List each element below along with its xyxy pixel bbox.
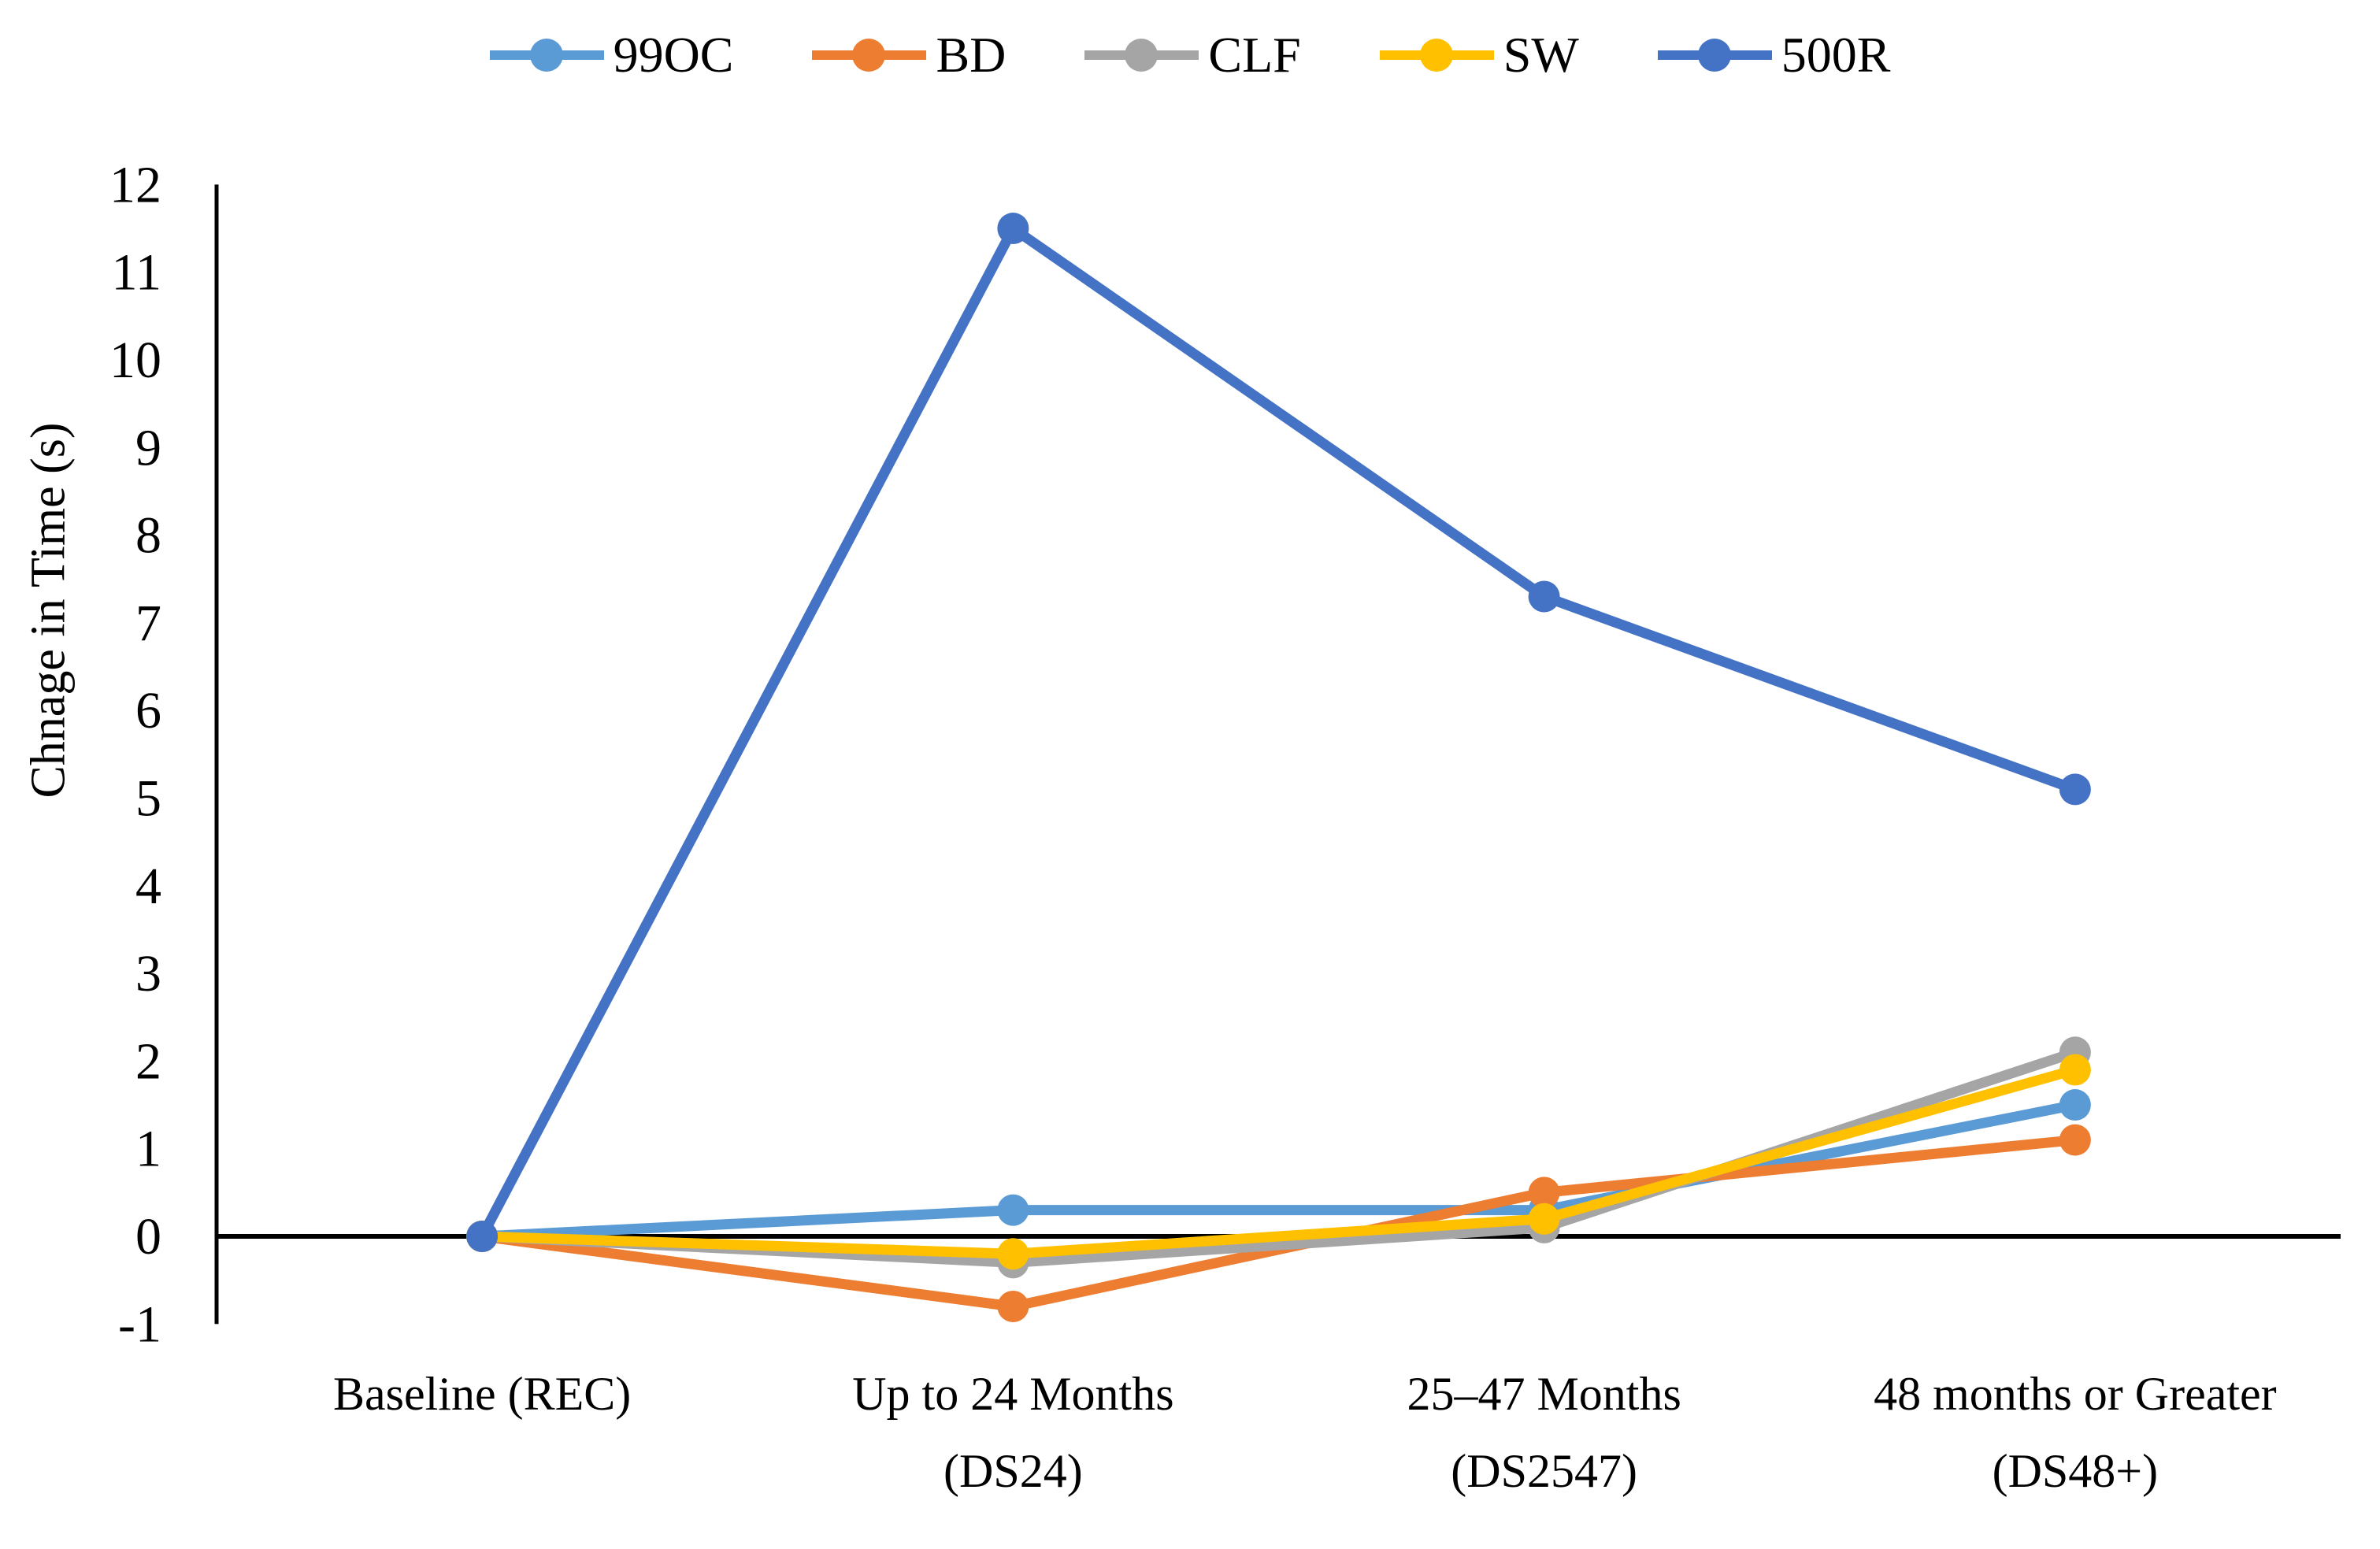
series-line-CLF bbox=[476, 1047, 2081, 1268]
x-category-label: Baseline (REC) bbox=[333, 1368, 631, 1420]
y-tick-label: 11 bbox=[111, 244, 161, 302]
y-tick-label: 10 bbox=[109, 332, 161, 389]
legend-label: SW bbox=[1503, 27, 1579, 83]
data-point-SW bbox=[1528, 1203, 1560, 1235]
y-tick-label: 6 bbox=[135, 682, 161, 739]
y-tick-label: 12 bbox=[109, 156, 161, 213]
x-category-label: (DS48+) bbox=[1993, 1445, 2159, 1497]
series-line-SW bbox=[476, 1065, 2081, 1259]
legend-item-bd: BD bbox=[812, 30, 1006, 80]
y-tick-label: 7 bbox=[135, 595, 161, 652]
legend-item-clf: CLF bbox=[1084, 27, 1301, 83]
series-line-500R bbox=[476, 223, 2081, 1242]
data-point-500R bbox=[2059, 773, 2091, 806]
y-tick-label: -1 bbox=[118, 1295, 161, 1353]
y-tick-label: 4 bbox=[135, 858, 161, 915]
x-category-label: Up to 24 Months bbox=[852, 1368, 1173, 1420]
legend-item-99oc: 99OC bbox=[489, 27, 734, 83]
data-point-SW bbox=[997, 1238, 1029, 1270]
legend-label: BD bbox=[936, 27, 1006, 83]
x-category-label: 48 months or Greater bbox=[1874, 1368, 2277, 1420]
data-point-SW bbox=[2059, 1054, 2091, 1086]
legend-marker-icon bbox=[812, 39, 927, 72]
y-tick-label: 5 bbox=[135, 770, 161, 828]
x-category-label: 25–47 Months bbox=[1407, 1368, 1681, 1420]
legend: 99OC BD CLF SW 500R bbox=[0, 30, 2380, 80]
legend-label: 500R bbox=[1781, 27, 1891, 83]
data-point-500R bbox=[466, 1221, 499, 1252]
legend-label: CLF bbox=[1208, 27, 1301, 83]
legend-marker-icon bbox=[1084, 39, 1199, 72]
data-point-BD bbox=[1528, 1177, 1560, 1209]
y-tick-label: 3 bbox=[135, 945, 161, 1002]
y-tick-label: 0 bbox=[135, 1208, 161, 1266]
x-category-label: (DS2547) bbox=[1451, 1445, 1637, 1497]
legend-label: 99OC bbox=[613, 27, 734, 83]
legend-marker-icon bbox=[1379, 39, 1494, 72]
data-point-99OC bbox=[997, 1194, 1029, 1226]
legend-item-500r: 500R bbox=[1657, 27, 1891, 83]
legend-marker-icon bbox=[1657, 39, 1772, 72]
legend-item-sw: SW bbox=[1379, 27, 1579, 83]
y-tick-label: 8 bbox=[135, 507, 161, 565]
data-point-BD bbox=[997, 1291, 1029, 1323]
data-point-99OC bbox=[2059, 1089, 2091, 1121]
data-point-500R bbox=[997, 213, 1029, 245]
x-category-label: (DS24) bbox=[943, 1445, 1083, 1497]
data-point-500R bbox=[1528, 580, 1560, 613]
y-tick-label: 9 bbox=[135, 419, 161, 476]
data-point-BD bbox=[2059, 1124, 2091, 1156]
series-line-99OC bbox=[476, 1099, 2081, 1242]
y-tick-label: 1 bbox=[135, 1121, 161, 1178]
y-tick-label: 2 bbox=[135, 1032, 161, 1090]
legend-marker-icon bbox=[489, 39, 604, 72]
